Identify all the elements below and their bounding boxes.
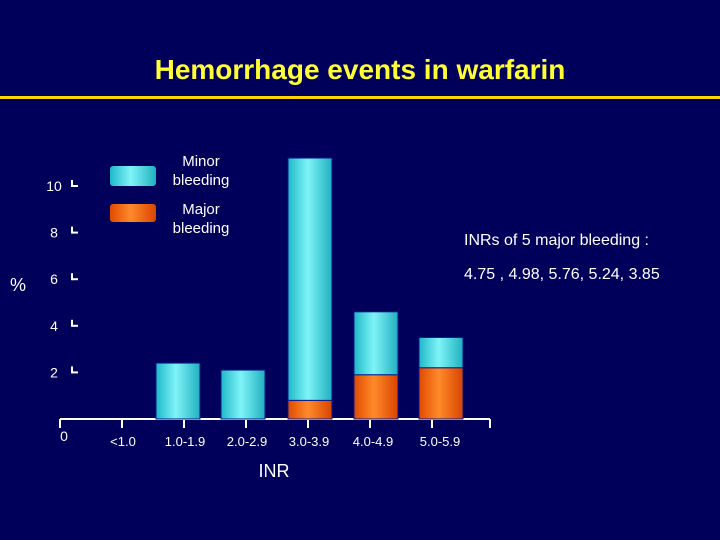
x-tick-label: 2.0-2.9 (227, 434, 267, 449)
bar-minor (287, 157, 333, 401)
bar-minor (353, 311, 399, 376)
inr-note-line2: 4.75 , 4.98, 5.76, 5.24, 3.85 (464, 266, 660, 283)
chart-bars (155, 157, 464, 420)
bar-major (418, 367, 464, 420)
bar-major (353, 374, 399, 420)
y-tick-label: 6 (50, 271, 58, 287)
inr-note-line1: INRs of 5 major bleeding : (464, 232, 649, 249)
legend-label-major: Major bleeding (172, 201, 230, 237)
x-tick-label: 5.0-5.9 (420, 434, 460, 449)
bar-major (287, 399, 333, 420)
y-tick-label: 10 (46, 178, 62, 194)
x-tick-label: 3.0-3.9 (289, 434, 329, 449)
x-tick-label: <1.0 (110, 434, 136, 449)
bar-minor (155, 362, 201, 420)
title-underline (0, 96, 720, 99)
x-axis-label: INR (259, 461, 290, 481)
y-axis-label: % (10, 275, 26, 295)
legend-swatch-major (110, 204, 156, 222)
bar-minor (418, 336, 464, 369)
bar-minor (220, 369, 266, 420)
chart-axes: 0 2 4 6 8 10% <1.0 1.0-1.9 2.0-2.9 3.0-3.9 4.0-4.9… (10, 178, 491, 481)
x-tick-label: 4.0-4.9 (353, 434, 393, 449)
inr-note: INRs of 5 major bleeding : 4.75 , 4.98, … (464, 224, 660, 292)
page-title: Hemorrhage events in warfarin (154, 54, 566, 85)
legend-swatch-minor (110, 166, 156, 186)
y-tick-label: 4 (50, 318, 58, 334)
legend-label-minor: Minor bleeding (172, 153, 230, 189)
y-tick-label: 0 (60, 428, 68, 444)
chart-legend (110, 166, 156, 222)
y-tick-label: 2 (50, 364, 58, 380)
x-tick-label: 1.0-1.9 (165, 434, 205, 449)
y-tick-label: 8 (50, 225, 58, 241)
